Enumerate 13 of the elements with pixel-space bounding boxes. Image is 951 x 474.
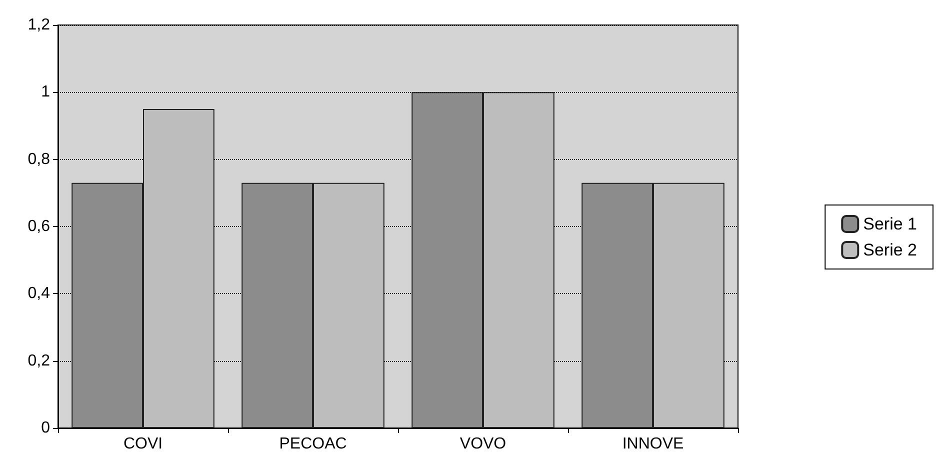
legend-label: Serie 2 <box>863 240 918 260</box>
x-tick-label: PECOAC <box>279 436 347 452</box>
y-tick-label: 0 <box>41 420 50 436</box>
x-tick-label: COVI <box>123 436 163 452</box>
y-tick-label: 1,2 <box>28 16 50 34</box>
x-tick-label: VOVO <box>460 436 506 452</box>
y-tick-label: 1 <box>41 84 50 101</box>
legend-label: Serie 1 <box>863 214 918 234</box>
y-tick-label: 0,4 <box>28 285 50 302</box>
y-tick-label: 0,2 <box>28 352 50 370</box>
x-tick-label: INNOVE <box>622 436 684 452</box>
y-tick-label: 0,6 <box>28 218 50 235</box>
y-tick-label: 0,8 <box>28 150 50 168</box>
